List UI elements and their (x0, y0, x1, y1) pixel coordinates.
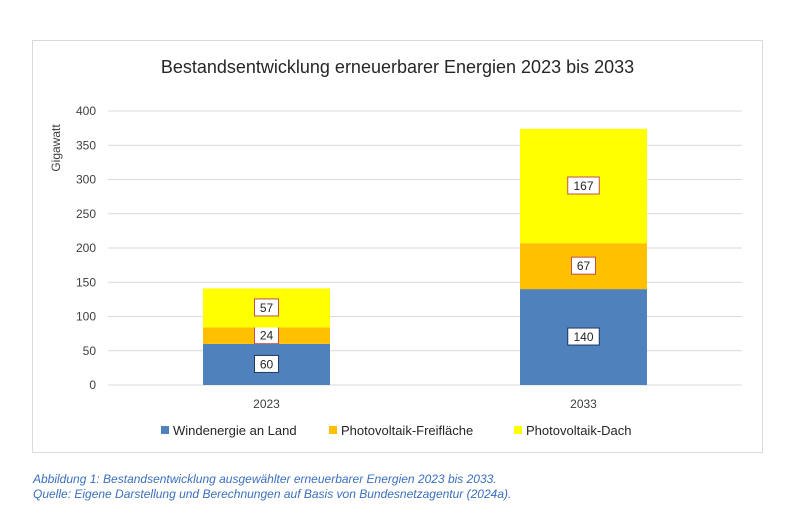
x-tick-label: 2033 (570, 397, 597, 411)
y-tick-label: 0 (89, 378, 96, 392)
data-label-box (254, 298, 279, 317)
data-label: 57 (260, 301, 274, 315)
data-label-box (571, 256, 596, 275)
y-tick-label: 350 (76, 138, 96, 152)
legend-swatch (514, 426, 522, 434)
data-label: 24 (260, 329, 274, 343)
y-axis-label: Gigawatt (49, 124, 63, 172)
data-label-box (567, 176, 600, 195)
legend-label: Photovoltaik-Freifläche (341, 423, 473, 438)
data-label-box (254, 354, 279, 373)
data-label: 67 (577, 259, 591, 273)
legend-label: Photovoltaik-Dach (526, 423, 632, 438)
y-tick-label: 400 (76, 104, 96, 118)
y-tick-label: 100 (76, 310, 96, 324)
y-tick-label: 250 (76, 207, 96, 221)
y-tick-label: 150 (76, 275, 96, 289)
y-tick-label: 50 (83, 344, 97, 358)
figure-source: Quelle: Eigene Darstellung und Berechnun… (33, 487, 512, 501)
legend-label: Windenergie an Land (173, 423, 297, 438)
y-tick-label: 300 (76, 173, 96, 187)
figure-caption: Abbildung 1: Bestandsentwicklung ausgewä… (33, 472, 497, 486)
chart-title: Bestandsentwicklung erneuerbarer Energie… (160, 57, 635, 77)
data-label-box (567, 327, 600, 346)
legend-swatch (329, 426, 337, 434)
data-label: 167 (573, 179, 593, 193)
chart-frame (32, 40, 763, 453)
y-tick-label: 200 (76, 241, 96, 255)
data-label: 140 (573, 330, 593, 344)
x-tick-label: 2023 (253, 397, 280, 411)
legend-swatch (161, 426, 169, 434)
data-label: 60 (260, 357, 274, 371)
